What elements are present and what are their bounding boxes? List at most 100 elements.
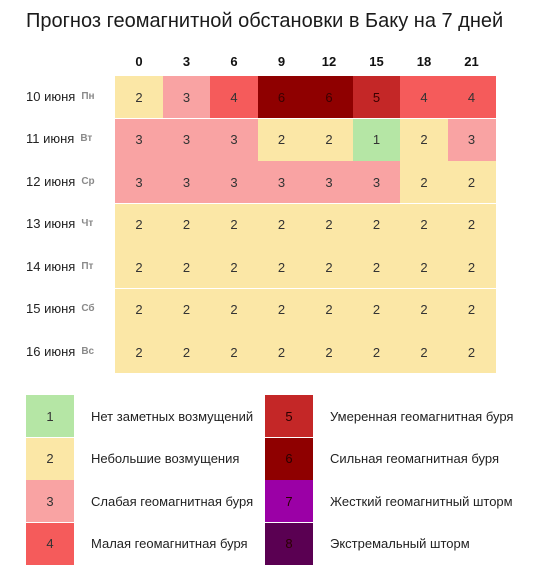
forecast-cell: 3 bbox=[305, 161, 353, 203]
legend-label: Малая геомагнитная буря bbox=[91, 536, 248, 551]
forecast-cell: 2 bbox=[257, 331, 306, 373]
hour-header: 6 bbox=[230, 54, 238, 69]
forecast-cell: 2 bbox=[162, 288, 211, 331]
day-label: 15 июня Сб bbox=[26, 289, 112, 329]
forecast-cell: 3 bbox=[162, 76, 211, 118]
forecast-cell: 2 bbox=[210, 246, 258, 288]
day-date: 11 июня bbox=[26, 131, 75, 146]
forecast-cell: 2 bbox=[305, 118, 353, 161]
forecast-cell: 2 bbox=[210, 288, 258, 331]
forecast-cell: 3 bbox=[447, 118, 496, 161]
day-date: 13 июня bbox=[26, 216, 76, 231]
day-date: 12 июня bbox=[26, 173, 76, 189]
day-date: 10 июня bbox=[26, 88, 76, 104]
forecast-cell: 2 bbox=[162, 246, 211, 288]
legend-label: Экстремальный шторм bbox=[330, 536, 470, 551]
legend-swatch: 8 bbox=[265, 522, 313, 565]
legend-swatch: 6 bbox=[265, 437, 313, 480]
legend-label: Небольшие возмущения bbox=[91, 451, 240, 466]
forecast-cell: 2 bbox=[400, 331, 448, 373]
day-label: 11 июня Вт bbox=[26, 119, 112, 159]
legend-swatch: 5 bbox=[265, 395, 313, 437]
forecast-cell: 2 bbox=[210, 203, 258, 246]
forecast-cell: 3 bbox=[352, 161, 401, 203]
forecast-cell: 3 bbox=[162, 161, 211, 203]
forecast-cell: 2 bbox=[400, 118, 448, 161]
day-date: 15 июня bbox=[26, 301, 76, 316]
forecast-cell: 2 bbox=[115, 203, 163, 246]
forecast-cell: 2 bbox=[400, 288, 448, 331]
hour-header: 21 bbox=[464, 54, 479, 69]
forecast-cell: 2 bbox=[447, 246, 496, 288]
day-label: 13 июня Чт bbox=[26, 204, 112, 244]
forecast-cell: 1 bbox=[352, 118, 401, 161]
day-of-week: Пн bbox=[81, 90, 95, 102]
day-label: 12 июня Ср bbox=[26, 161, 112, 201]
forecast-cell: 2 bbox=[115, 76, 163, 118]
day-label: 10 июня Пн bbox=[26, 76, 112, 116]
forecast-cell: 2 bbox=[447, 203, 496, 246]
forecast-cell: 2 bbox=[352, 331, 401, 373]
legend-item: 6 Сильная геомагнитная буря bbox=[265, 437, 499, 480]
forecast-cell: 2 bbox=[257, 203, 306, 246]
forecast-cell: 2 bbox=[352, 288, 401, 331]
legend-item: 1 Нет заметных возмущений bbox=[26, 395, 253, 437]
legend-item: 4 Малая геомагнитная буря bbox=[26, 522, 248, 565]
legend-swatch: 3 bbox=[26, 480, 74, 522]
forecast-cell: 3 bbox=[162, 118, 211, 161]
forecast-cell: 2 bbox=[115, 288, 163, 331]
forecast-cell: 2 bbox=[115, 246, 163, 288]
forecast-cell: 2 bbox=[400, 161, 448, 203]
forecast-cell: 2 bbox=[305, 331, 353, 373]
day-of-week: Пт bbox=[81, 260, 94, 272]
legend-label: Сильная геомагнитная буря bbox=[330, 451, 499, 466]
forecast-cell: 3 bbox=[257, 161, 306, 203]
hour-header: 12 bbox=[321, 54, 337, 69]
forecast-cell: 2 bbox=[352, 203, 401, 246]
forecast-cell: 3 bbox=[115, 161, 163, 203]
hour-header: 9 bbox=[277, 54, 286, 69]
forecast-cell: 2 bbox=[210, 331, 258, 373]
day-label: 16 июня Вс bbox=[26, 331, 112, 371]
forecast-cell: 6 bbox=[257, 76, 306, 118]
forecast-cell: 2 bbox=[447, 288, 496, 331]
page-title: Прогноз геомагнитной обстановки в Баку н… bbox=[26, 10, 504, 32]
legend-item: 5 Умеренная геомагнитная буря bbox=[265, 395, 513, 437]
forecast-cell: 3 bbox=[115, 118, 163, 161]
forecast-cell: 3 bbox=[210, 118, 258, 161]
forecast-cell: 2 bbox=[447, 331, 496, 373]
legend-swatch: 4 bbox=[26, 522, 74, 565]
forecast-cell: 2 bbox=[400, 246, 448, 288]
forecast-cell: 2 bbox=[305, 288, 353, 331]
day-date: 16 июня bbox=[26, 343, 76, 359]
hour-header: 3 bbox=[182, 54, 191, 69]
legend-label: Слабая геомагнитная буря bbox=[91, 493, 254, 509]
legend-swatch: 2 bbox=[26, 437, 74, 480]
hour-header: 15 bbox=[369, 54, 384, 69]
forecast-cell: 2 bbox=[257, 246, 306, 288]
forecast-cell: 4 bbox=[447, 76, 496, 118]
hour-header: 0 bbox=[135, 54, 143, 69]
forecast-cell: 2 bbox=[352, 246, 401, 288]
forecast-cell: 2 bbox=[305, 203, 353, 246]
forecast-cell: 2 bbox=[162, 203, 211, 246]
legend-item: 2 Небольшие возмущения bbox=[26, 437, 240, 480]
forecast-cell: 2 bbox=[447, 161, 496, 203]
forecast-cell: 2 bbox=[257, 288, 306, 331]
day-of-week: Вс bbox=[81, 345, 95, 357]
day-of-week: Сб bbox=[81, 303, 95, 314]
day-of-week: Ср bbox=[81, 175, 95, 187]
legend-label: Нет заметных возмущений bbox=[91, 408, 254, 424]
day-of-week: Чт bbox=[81, 218, 94, 229]
forecast-cell: 3 bbox=[210, 161, 258, 203]
day-date: 14 июня bbox=[26, 258, 76, 274]
forecast-cell: 4 bbox=[400, 76, 448, 118]
forecast-cell: 4 bbox=[210, 76, 258, 118]
legend: 1 Нет заметных возмущений 2 Небольшие возму… bbox=[0, 395, 535, 565]
legend-swatch: 1 bbox=[26, 395, 74, 437]
forecast-cell: 5 bbox=[352, 76, 401, 118]
forecast-table: 0 3 6 9 12 15 18 21 10 июня Пн 2 3 4 6 6 5 4 4 11 июня Вт 3 3… bbox=[26, 54, 496, 373]
forecast-cell: 6 bbox=[305, 76, 353, 118]
legend-item: 7 Жесткий геомагнитный шторм bbox=[265, 480, 513, 522]
forecast-cell: 2 bbox=[305, 246, 353, 288]
